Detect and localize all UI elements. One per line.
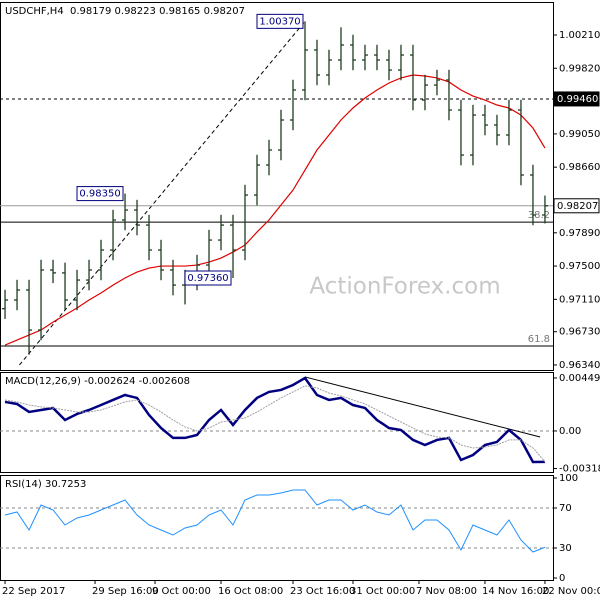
x-tick-label: 22 Sep 2017 (2, 586, 65, 597)
y-tick-label: 0 (559, 573, 565, 584)
series-line (4, 376, 545, 464)
y-tick-label: 1.00210 (559, 30, 600, 41)
panel-title: RSI(14) 30.7253 (5, 479, 86, 490)
y-tick-label: 0.96340 (559, 360, 600, 371)
panel-frame (0, 2, 554, 371)
annotation-box (184, 270, 232, 286)
annotation-box (256, 13, 304, 29)
y-tick-label: 0.97890 (559, 228, 600, 239)
y-tick-label: 0.96730 (559, 327, 600, 338)
y-tick-label: 0.00 (559, 426, 581, 437)
watermark: ActionForex.com (309, 274, 500, 300)
y-tick-label: 0.99050 (559, 129, 600, 140)
panel-title: USDCHF,H4 (5, 6, 64, 17)
y-tick-label: 100 (559, 473, 578, 484)
trendline (304, 376, 541, 438)
level-label-box (553, 198, 600, 214)
x-tick-label: 14 Nov 16:00 (482, 586, 549, 597)
moving-average (4, 74, 546, 346)
y-tick-label: 0.97110 (559, 294, 600, 305)
x-tick-label: 9 Oct 00:00 (152, 586, 211, 597)
series-line (4, 489, 546, 553)
x-tick-label: 29 Sep 16:00 (92, 586, 159, 597)
y-tick-label: 0.97500 (559, 261, 600, 272)
x-tick-label: 23 Oct 16:00 (290, 586, 355, 597)
chart-subtitle: 0.98179 0.98223 0.98165 0.98207 (70, 6, 245, 17)
panel-title: MACD(12,26,9) -0.002624 -0.002608 (5, 376, 190, 387)
x-tick-label: 7 Nov 08:00 (416, 586, 477, 597)
fib-label: 38.2 (528, 210, 550, 221)
annotation: 0.98350 (79, 189, 120, 200)
y-tick-label: 0.99820 (559, 63, 600, 74)
annotation-box (76, 186, 124, 202)
x-tick-label: 16 Oct 08:00 (218, 586, 283, 597)
panel-frame (0, 475, 554, 581)
y-tick-label: 0.98660 (559, 162, 600, 173)
level-label: 0.98207 (557, 201, 598, 212)
x-tick-label: 31 Oct 00:00 (350, 586, 415, 597)
annotation: 0.97360 (187, 273, 228, 284)
trendline (19, 21, 306, 366)
panel-frame (0, 372, 554, 473)
series-line (4, 385, 546, 463)
annotation: 1.00370 (259, 16, 300, 27)
y-tick-label: 0.004493 (559, 373, 600, 384)
y-tick-label: 30 (559, 543, 572, 554)
level-label: 0.99460 (557, 94, 598, 105)
fib-label: 61.8 (528, 334, 550, 345)
x-tick-label: 22 Nov 00:00 (542, 586, 600, 597)
y-tick-label: -0.003186 (559, 464, 600, 475)
y-tick-label: 70 (559, 503, 572, 514)
level-label-box (553, 91, 600, 107)
